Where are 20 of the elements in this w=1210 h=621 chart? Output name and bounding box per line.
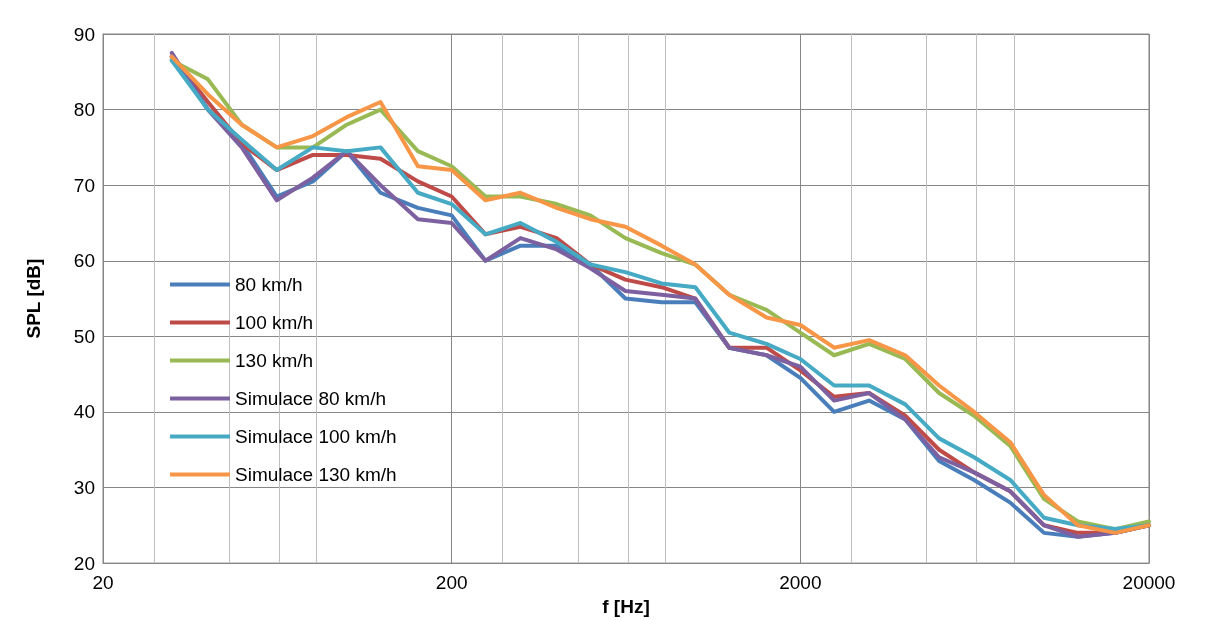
y-tick-label: 40 <box>73 401 95 423</box>
y-tick-label: 80 <box>73 99 95 121</box>
x-axis-title: f [Hz] <box>602 596 650 617</box>
y-tick-label: 90 <box>73 23 95 45</box>
y-tick-label: 70 <box>73 174 95 196</box>
y-tick-label: 30 <box>73 477 95 499</box>
legend-label: 80 km/h <box>235 274 303 295</box>
y-tick-label: 50 <box>73 325 95 347</box>
y-tick-label: 20 <box>73 552 95 574</box>
x-tick-label: 20 <box>92 572 114 594</box>
legend-label: 100 km/h <box>235 312 314 333</box>
x-tick-label: 200 <box>435 572 468 594</box>
legend-label: 130 km/h <box>235 350 314 371</box>
y-axis-title: SPL [dB] <box>23 258 44 339</box>
legend-label: Simulace 130 km/h <box>235 464 397 485</box>
legend-label: Simulace 100 km/h <box>235 426 397 447</box>
y-tick-label: 60 <box>73 250 95 272</box>
x-tick-label: 20000 <box>1122 572 1176 594</box>
x-tick-label: 2000 <box>779 572 822 594</box>
legend-label: Simulace 80 km/h <box>235 388 387 409</box>
